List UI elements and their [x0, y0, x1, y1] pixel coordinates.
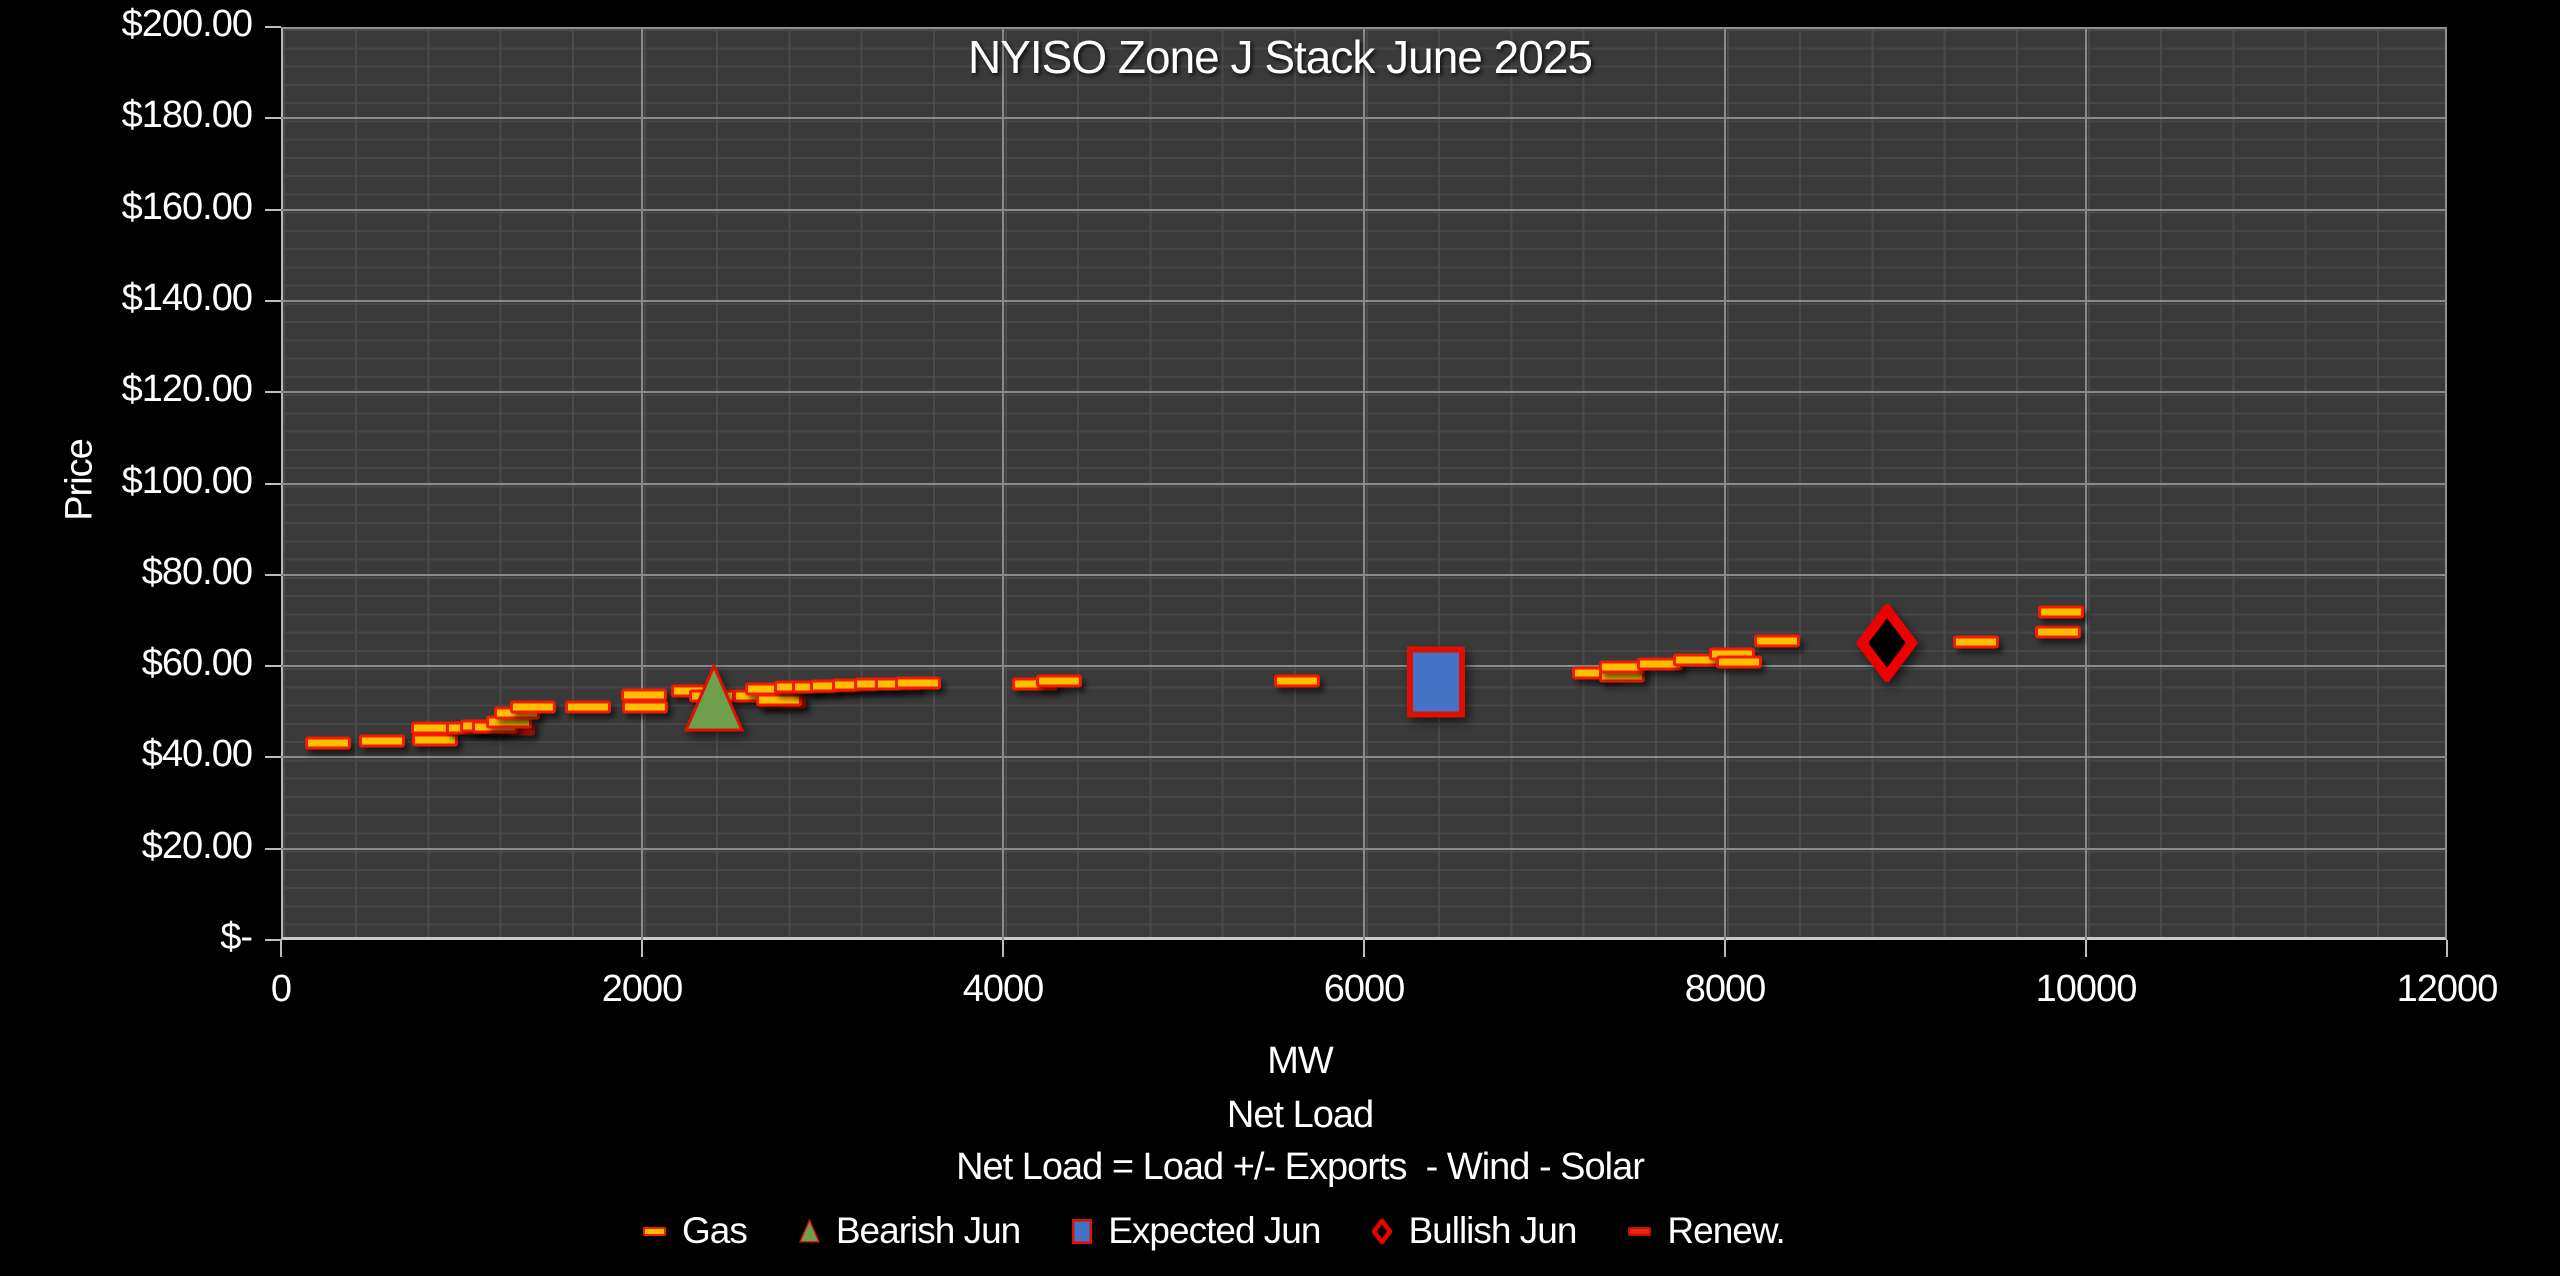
dash-legend-icon [1628, 1226, 1652, 1236]
x-tick-label: 10000 [2035, 968, 2138, 1010]
y-axis-tick [265, 939, 281, 941]
square-legend-icon [1072, 1218, 1093, 1244]
x-axis-tick [2446, 940, 2448, 957]
horizontal-gridline [281, 847, 2447, 850]
y-axis-tick [265, 26, 281, 28]
y-axis-tick [265, 391, 281, 394]
y-tick-label: $200.00 [121, 3, 253, 45]
horizontal-gridline [281, 391, 2447, 394]
y-tick-label: $120.00 [121, 368, 253, 411]
y-tick-label: $40.00 [141, 733, 253, 776]
y-tick-label: $60.00 [141, 642, 253, 685]
legend-label: Renew. [1667, 1210, 1785, 1251]
x-axis-tick [1002, 940, 1004, 957]
y-tick-label: $- [220, 916, 253, 958]
y-axis-tick [265, 299, 281, 302]
x-tick-label: 6000 [1323, 968, 1406, 1010]
x-tick-label: 8000 [1684, 968, 1767, 1010]
legend-item-expected-jun: Expected Jun [1072, 1210, 1321, 1252]
x-axis-tick [2085, 940, 2087, 957]
legend-label: Bearish Jun [835, 1210, 1021, 1251]
legend-item-gas: Gas [643, 1210, 748, 1252]
x-axis-tick [641, 940, 643, 957]
diamond-legend-icon [1372, 1218, 1393, 1244]
horizontal-gridline [281, 299, 2447, 302]
y-axis-tick [265, 117, 281, 120]
y-axis-tick [265, 573, 281, 576]
horizontal-gridline [281, 573, 2447, 576]
horizontal-gridline [281, 665, 2447, 668]
y-tick-label: $160.00 [121, 185, 253, 228]
x-axis-tick [280, 940, 282, 957]
dash-legend-icon [643, 1226, 666, 1236]
legend: Gas Bearish Jun Expected Jun Bullish Jun Ren… [643, 1205, 1786, 1257]
legend-label: Expected Jun [1108, 1210, 1321, 1251]
horizontal-gridline [281, 756, 2447, 759]
y-tick-label: $80.00 [141, 550, 253, 593]
legend-item-renew-: Renew. [1628, 1210, 1786, 1252]
x-tick-label: 0 [270, 968, 292, 1010]
x-axis-title-formula: Net Load = Load +/- Exports - Wind - Sol… [956, 1146, 1645, 1188]
y-tick-label: $100.00 [121, 459, 253, 502]
y-tick-label: $140.00 [121, 276, 253, 319]
x-axis-tick [1363, 940, 1365, 957]
y-axis-tick [265, 847, 281, 850]
legend-item-bearish-jun: Bearish Jun [798, 1210, 1021, 1252]
y-axis-tick [265, 665, 281, 668]
y-tick-label: $20.00 [141, 824, 253, 867]
legend-item-bullish-jun: Bullish Jun [1372, 1210, 1577, 1252]
x-axis-title-name: Net Load [1226, 1094, 1374, 1136]
horizontal-gridline [281, 208, 2447, 211]
chart-title: NYISO Zone J Stack June 2025 [967, 31, 1593, 83]
x-tick-label: 4000 [962, 968, 1045, 1010]
y-axis-tick [265, 208, 281, 211]
horizontal-gridline [281, 117, 2447, 120]
x-axis-tick [1724, 940, 1726, 957]
triangle-legend-icon [798, 1219, 820, 1243]
x-tick-label: 12000 [2396, 968, 2499, 1010]
y-axis-tick [265, 482, 281, 485]
horizontal-gridline [281, 482, 2447, 485]
y-axis-tick [265, 756, 281, 759]
x-tick-label: 2000 [601, 968, 684, 1010]
x-axis-title-unit: MW [1267, 1040, 1334, 1082]
y-tick-label: $180.00 [121, 94, 253, 137]
legend-label: Bullish Jun [1408, 1210, 1577, 1251]
legend-label: Gas [682, 1210, 748, 1251]
